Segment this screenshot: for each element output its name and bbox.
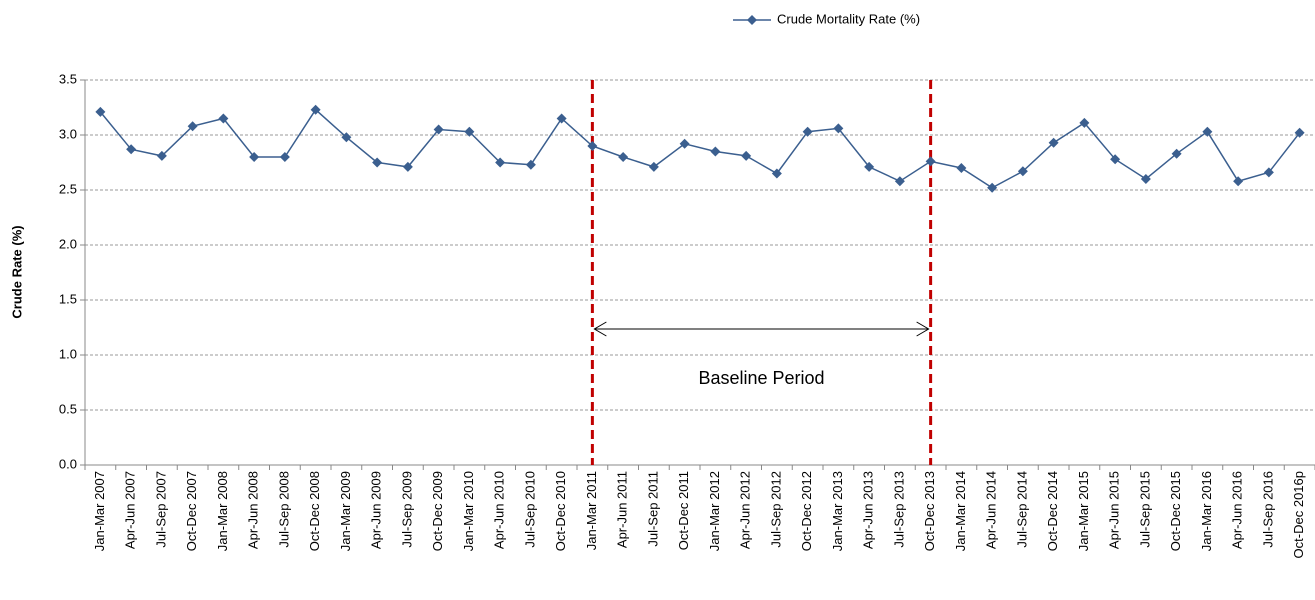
- x-tick-label: Oct-Dec 2011: [676, 471, 691, 550]
- data-point: [1171, 148, 1182, 159]
- y-axis-label: Crude Rate (%): [9, 225, 24, 318]
- data-point: [556, 113, 567, 124]
- x-tick-label: Apr-Jun 2014: [984, 471, 999, 549]
- x-tick-label: Jan-Mar 2012: [707, 471, 722, 551]
- x-tick-label: Jul-Sep 2009: [399, 471, 414, 548]
- data-point: [833, 123, 844, 134]
- data-point: [618, 152, 629, 162]
- x-tick-label: Jul-Sep 2014: [1014, 471, 1029, 548]
- x-tick-label: Jul-Sep 2011: [645, 471, 660, 547]
- data-point: [249, 152, 260, 162]
- data-point: [1017, 166, 1028, 177]
- x-tick-label: Jul-Sep 2008: [276, 471, 291, 548]
- series-line: [99, 108, 1301, 189]
- data-point: [156, 150, 167, 161]
- x-tick-label: Jan-Mar 2013: [830, 471, 845, 551]
- data-point: [1140, 174, 1151, 184]
- x-tick-label: Jul-Sep 2007: [153, 471, 168, 548]
- data-point: [1263, 167, 1274, 178]
- x-tick-label: Apr-Jun 2016: [1230, 471, 1245, 549]
- x-tick-label: Apr-Jun 2012: [738, 471, 753, 549]
- x-tick-label: Jul-Sep 2015: [1137, 471, 1152, 548]
- x-tick-label: Oct-Dec 2015: [1168, 471, 1183, 551]
- data-point: [402, 161, 413, 172]
- x-tick-label: Jan-Mar 2009: [338, 471, 353, 551]
- annotation: Baseline Period: [698, 368, 824, 388]
- x-tick-label: Jan-Mar 2016: [1199, 471, 1214, 551]
- x-tick-label: Apr-Jun 2008: [246, 471, 261, 549]
- data-point: [925, 156, 936, 167]
- x-tick-label: Oct-Dec 2012: [799, 471, 814, 551]
- x-tick-label: Jan-Mar 2010: [461, 471, 476, 551]
- data-point: [525, 159, 536, 170]
- y-tick-label: 1.5: [59, 291, 77, 306]
- x-tick-label: Apr-Jun 2010: [492, 471, 507, 549]
- y-tick-label: 3.5: [59, 71, 77, 86]
- x-tick-label: Apr-Jun 2015: [1107, 471, 1122, 549]
- data-point: [341, 132, 352, 143]
- x-tick-label: Jan-Mar 2015: [1076, 471, 1091, 551]
- data-point: [648, 161, 659, 172]
- data-point: [1048, 137, 1059, 148]
- data-point: [1233, 176, 1244, 187]
- data-point: [310, 104, 321, 115]
- x-tick-label: Apr-Jun 2009: [369, 471, 384, 549]
- data-point: [1110, 154, 1121, 165]
- legend-marker: [747, 15, 757, 25]
- data-point: [679, 138, 690, 149]
- y-tick-label: 1.0: [59, 346, 77, 361]
- x-tick-label: Oct-Dec 2007: [184, 471, 199, 551]
- data-point: [126, 144, 137, 155]
- x-tick-label: Apr-Jun 2013: [861, 471, 876, 549]
- x-tick-label: Jan-Mar 2011: [584, 471, 599, 550]
- x-tick-label: Oct-Dec 2009: [430, 471, 445, 551]
- data-point: [587, 141, 598, 151]
- x-tick-label: Apr-Jun 2011: [615, 471, 630, 548]
- y-tick-label: 2.5: [59, 181, 77, 196]
- data-point: [218, 113, 229, 124]
- data-point: [864, 161, 875, 172]
- x-tick-label: Oct-Dec 2010: [553, 471, 568, 551]
- data-point: [187, 121, 198, 132]
- data-point: [956, 163, 967, 173]
- data-point: [495, 157, 506, 168]
- data-point: [710, 146, 721, 157]
- y-tick-label: 3.0: [59, 126, 77, 141]
- data-point: [1202, 126, 1213, 137]
- data-point: [1079, 117, 1090, 128]
- data-point: [894, 176, 905, 187]
- arrow-head: [916, 321, 930, 337]
- data-point: [464, 126, 475, 137]
- x-tick-label: Jan-Mar 2007: [92, 471, 107, 551]
- data-point: [802, 126, 813, 137]
- x-tick-label: Oct-Dec 2013: [922, 471, 937, 551]
- y-tick-label: 0.0: [59, 456, 77, 471]
- x-tick-label: Jul-Sep 2016: [1260, 471, 1275, 548]
- data-point: [987, 182, 998, 193]
- x-tick-label: Oct-Dec 2016p: [1291, 471, 1306, 558]
- y-tick-label: 0.5: [59, 401, 77, 416]
- data-point: [1294, 127, 1305, 138]
- x-tick-label: Oct-Dec 2014: [1045, 471, 1060, 551]
- x-tick-label: Jan-Mar 2008: [215, 471, 230, 551]
- x-tick-label: Jan-Mar 2014: [953, 471, 968, 551]
- data-point: [95, 106, 106, 117]
- x-tick-label: Oct-Dec 2008: [307, 471, 322, 551]
- y-tick-label: 2.0: [59, 236, 77, 251]
- x-tick-label: Jul-Sep 2013: [891, 471, 906, 548]
- data-point: [372, 157, 383, 168]
- data-point: [741, 150, 752, 161]
- arrow-head: [593, 321, 607, 337]
- x-tick-label: Jul-Sep 2012: [768, 471, 783, 548]
- legend-label: Crude Mortality Rate (%): [777, 11, 920, 26]
- x-tick-label: Jul-Sep 2010: [522, 471, 537, 548]
- x-tick-label: Apr-Jun 2007: [123, 471, 138, 549]
- data-point: [279, 152, 290, 162]
- data-point: [433, 124, 444, 135]
- data-point: [771, 168, 782, 179]
